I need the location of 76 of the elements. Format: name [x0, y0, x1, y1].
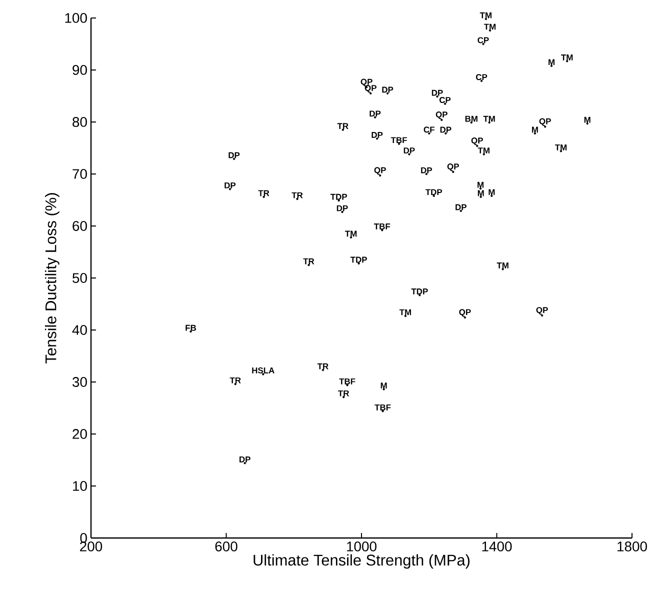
data-label: TM	[496, 262, 508, 268]
y-tick-label: 60	[72, 221, 87, 231]
data-label: DP	[432, 90, 443, 96]
x-tick-label: 600	[215, 542, 238, 552]
data-label: TR	[317, 363, 328, 370]
y-tick-label: 80	[72, 117, 87, 127]
data-label: DP	[228, 152, 240, 158]
data-label: TBF	[374, 224, 390, 230]
data-label: CP	[478, 37, 489, 44]
y-tick-label: 90	[72, 65, 87, 75]
data-label: TM	[345, 230, 357, 237]
y-tick-label: 30	[72, 377, 87, 387]
data-label: M	[532, 126, 538, 133]
data-label: DP	[456, 204, 467, 210]
y-axis-title: Tensile Ductility Loss (%)	[44, 193, 60, 364]
data-label: QP	[459, 309, 471, 317]
data-label: QP	[539, 118, 551, 126]
data-label: QP	[364, 85, 376, 93]
data-label: TR	[230, 377, 241, 384]
data-label: M	[488, 189, 495, 196]
data-label: DP	[224, 182, 236, 188]
data-label: TBF	[390, 137, 407, 144]
data-label: CF	[424, 126, 434, 133]
data-label: QP	[471, 138, 483, 146]
data-label: BM	[465, 116, 478, 122]
data-label: QP	[536, 307, 548, 315]
y-tick-label: 50	[72, 273, 87, 283]
data-label: DP	[372, 132, 383, 138]
data-label: CP	[439, 97, 451, 103]
data-label: M	[584, 116, 590, 123]
data-label: FB	[186, 324, 196, 331]
data-label: TM	[399, 309, 412, 316]
data-label: TR	[258, 190, 270, 196]
data-label: TR	[338, 390, 350, 396]
x-tick-label: 1000	[347, 542, 376, 552]
data-label: TDP	[425, 189, 442, 196]
y-tick-label: 100	[65, 13, 87, 23]
data-label: TDP	[330, 194, 348, 200]
data-label: TDP	[350, 256, 367, 263]
data-label: QP	[447, 164, 459, 172]
data-label: M	[478, 190, 484, 196]
data-label: DP	[240, 456, 250, 462]
data-label: DP	[440, 126, 452, 133]
data-label: TBF	[374, 404, 391, 410]
data-label: M	[478, 182, 484, 188]
data-label: M	[380, 382, 387, 388]
data-label: TM	[478, 148, 490, 154]
data-label: DP	[382, 86, 394, 93]
data-label: TM	[561, 54, 573, 60]
x-tick-label: 1400	[482, 542, 512, 552]
data-label: TM	[480, 12, 492, 18]
data-label: TR	[303, 258, 314, 264]
data-label: QP	[374, 167, 386, 175]
data-label: TR	[292, 192, 303, 198]
data-label: TR	[337, 123, 348, 129]
data-label: CP	[476, 74, 488, 80]
x-tick-label: 1800	[618, 542, 647, 552]
data-label: DP	[336, 205, 348, 212]
y-tick-label: 20	[72, 429, 87, 439]
data-label: TBF	[339, 378, 356, 384]
data-label: TM	[484, 24, 496, 30]
data-label: TM	[554, 144, 567, 150]
data-label: DP	[370, 110, 381, 117]
y-tick-label: 10	[73, 481, 87, 491]
data-label: QP	[360, 78, 372, 86]
data-label: DP	[404, 148, 415, 154]
y-tick-label: 70	[72, 169, 87, 179]
data-label: HSLA	[252, 367, 274, 374]
x-tick-label: 200	[80, 542, 102, 552]
data-label: TM	[483, 116, 495, 122]
data-label: M	[548, 59, 554, 66]
data-label: DP	[421, 167, 432, 174]
y-tick-label: 40	[72, 325, 87, 335]
x-axis-title: Ultimate Tensile Strength (MPa)	[254, 554, 470, 569]
data-label: TDP	[411, 288, 428, 294]
data-label: QP	[436, 112, 448, 120]
